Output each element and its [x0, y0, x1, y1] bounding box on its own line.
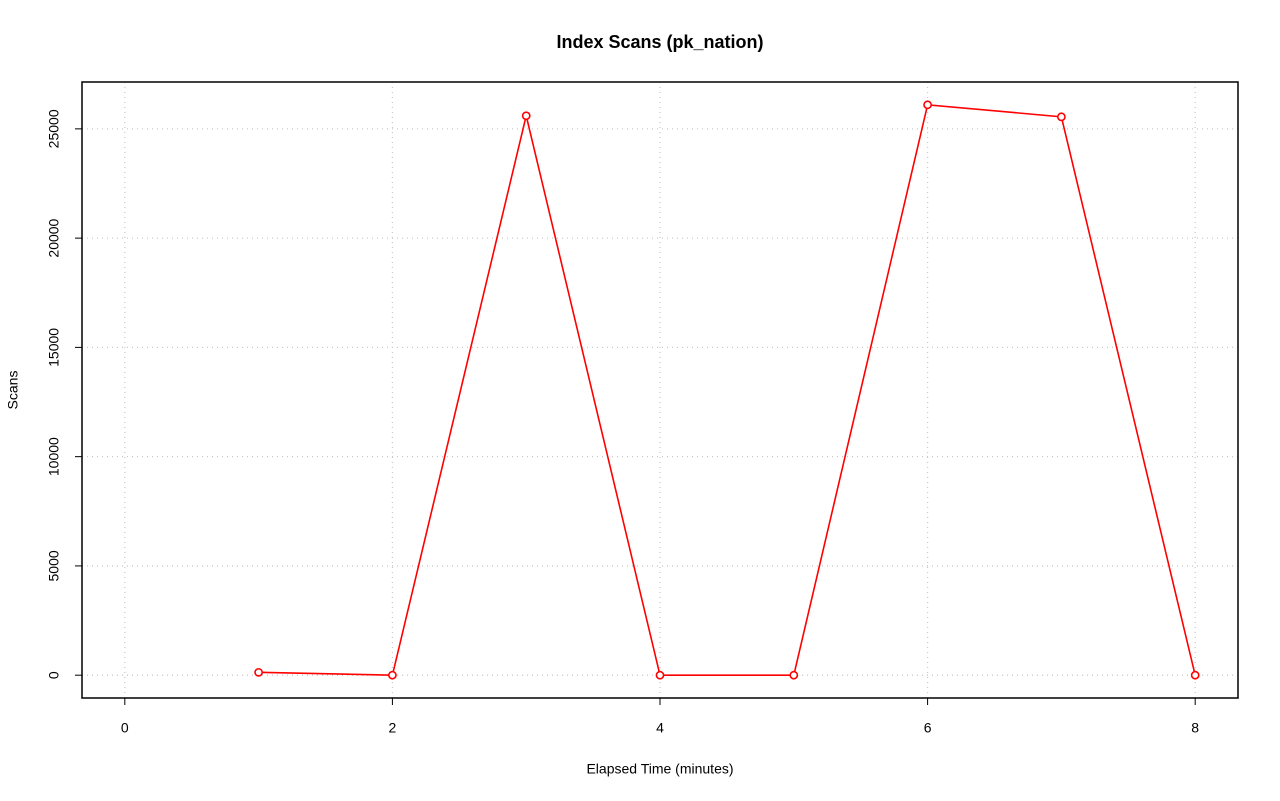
y-tick-label: 20000: [46, 218, 62, 257]
y-tick-label: 0: [46, 671, 62, 679]
y-axis-label: Scans: [5, 371, 21, 410]
data-point: [1056, 112, 1066, 122]
y-tick-label: 10000: [46, 437, 62, 476]
series-line: [258, 103, 1196, 676]
x-tick-label: 0: [121, 720, 129, 736]
x-tick-label: 6: [924, 720, 932, 736]
x-axis-label: Elapsed Time (minutes): [586, 761, 733, 777]
data-point: [521, 111, 531, 121]
data-point: [923, 100, 932, 110]
x-tick-label: 8: [1191, 720, 1199, 736]
y-tick-label: 5000: [46, 550, 62, 581]
x-tick-label: 4: [656, 720, 664, 736]
y-tick-label: 25000: [46, 109, 62, 148]
data-point: [388, 670, 397, 680]
plot-frame: [81, 81, 1239, 699]
y-tick-label: 15000: [46, 328, 62, 367]
x-tick-label: 2: [389, 720, 397, 736]
chart-title: Index Scans (pk_nation): [556, 32, 763, 52]
data-point: [789, 670, 799, 680]
data-point: [655, 670, 665, 680]
data-point: [254, 667, 264, 677]
data-point: [1190, 670, 1200, 680]
